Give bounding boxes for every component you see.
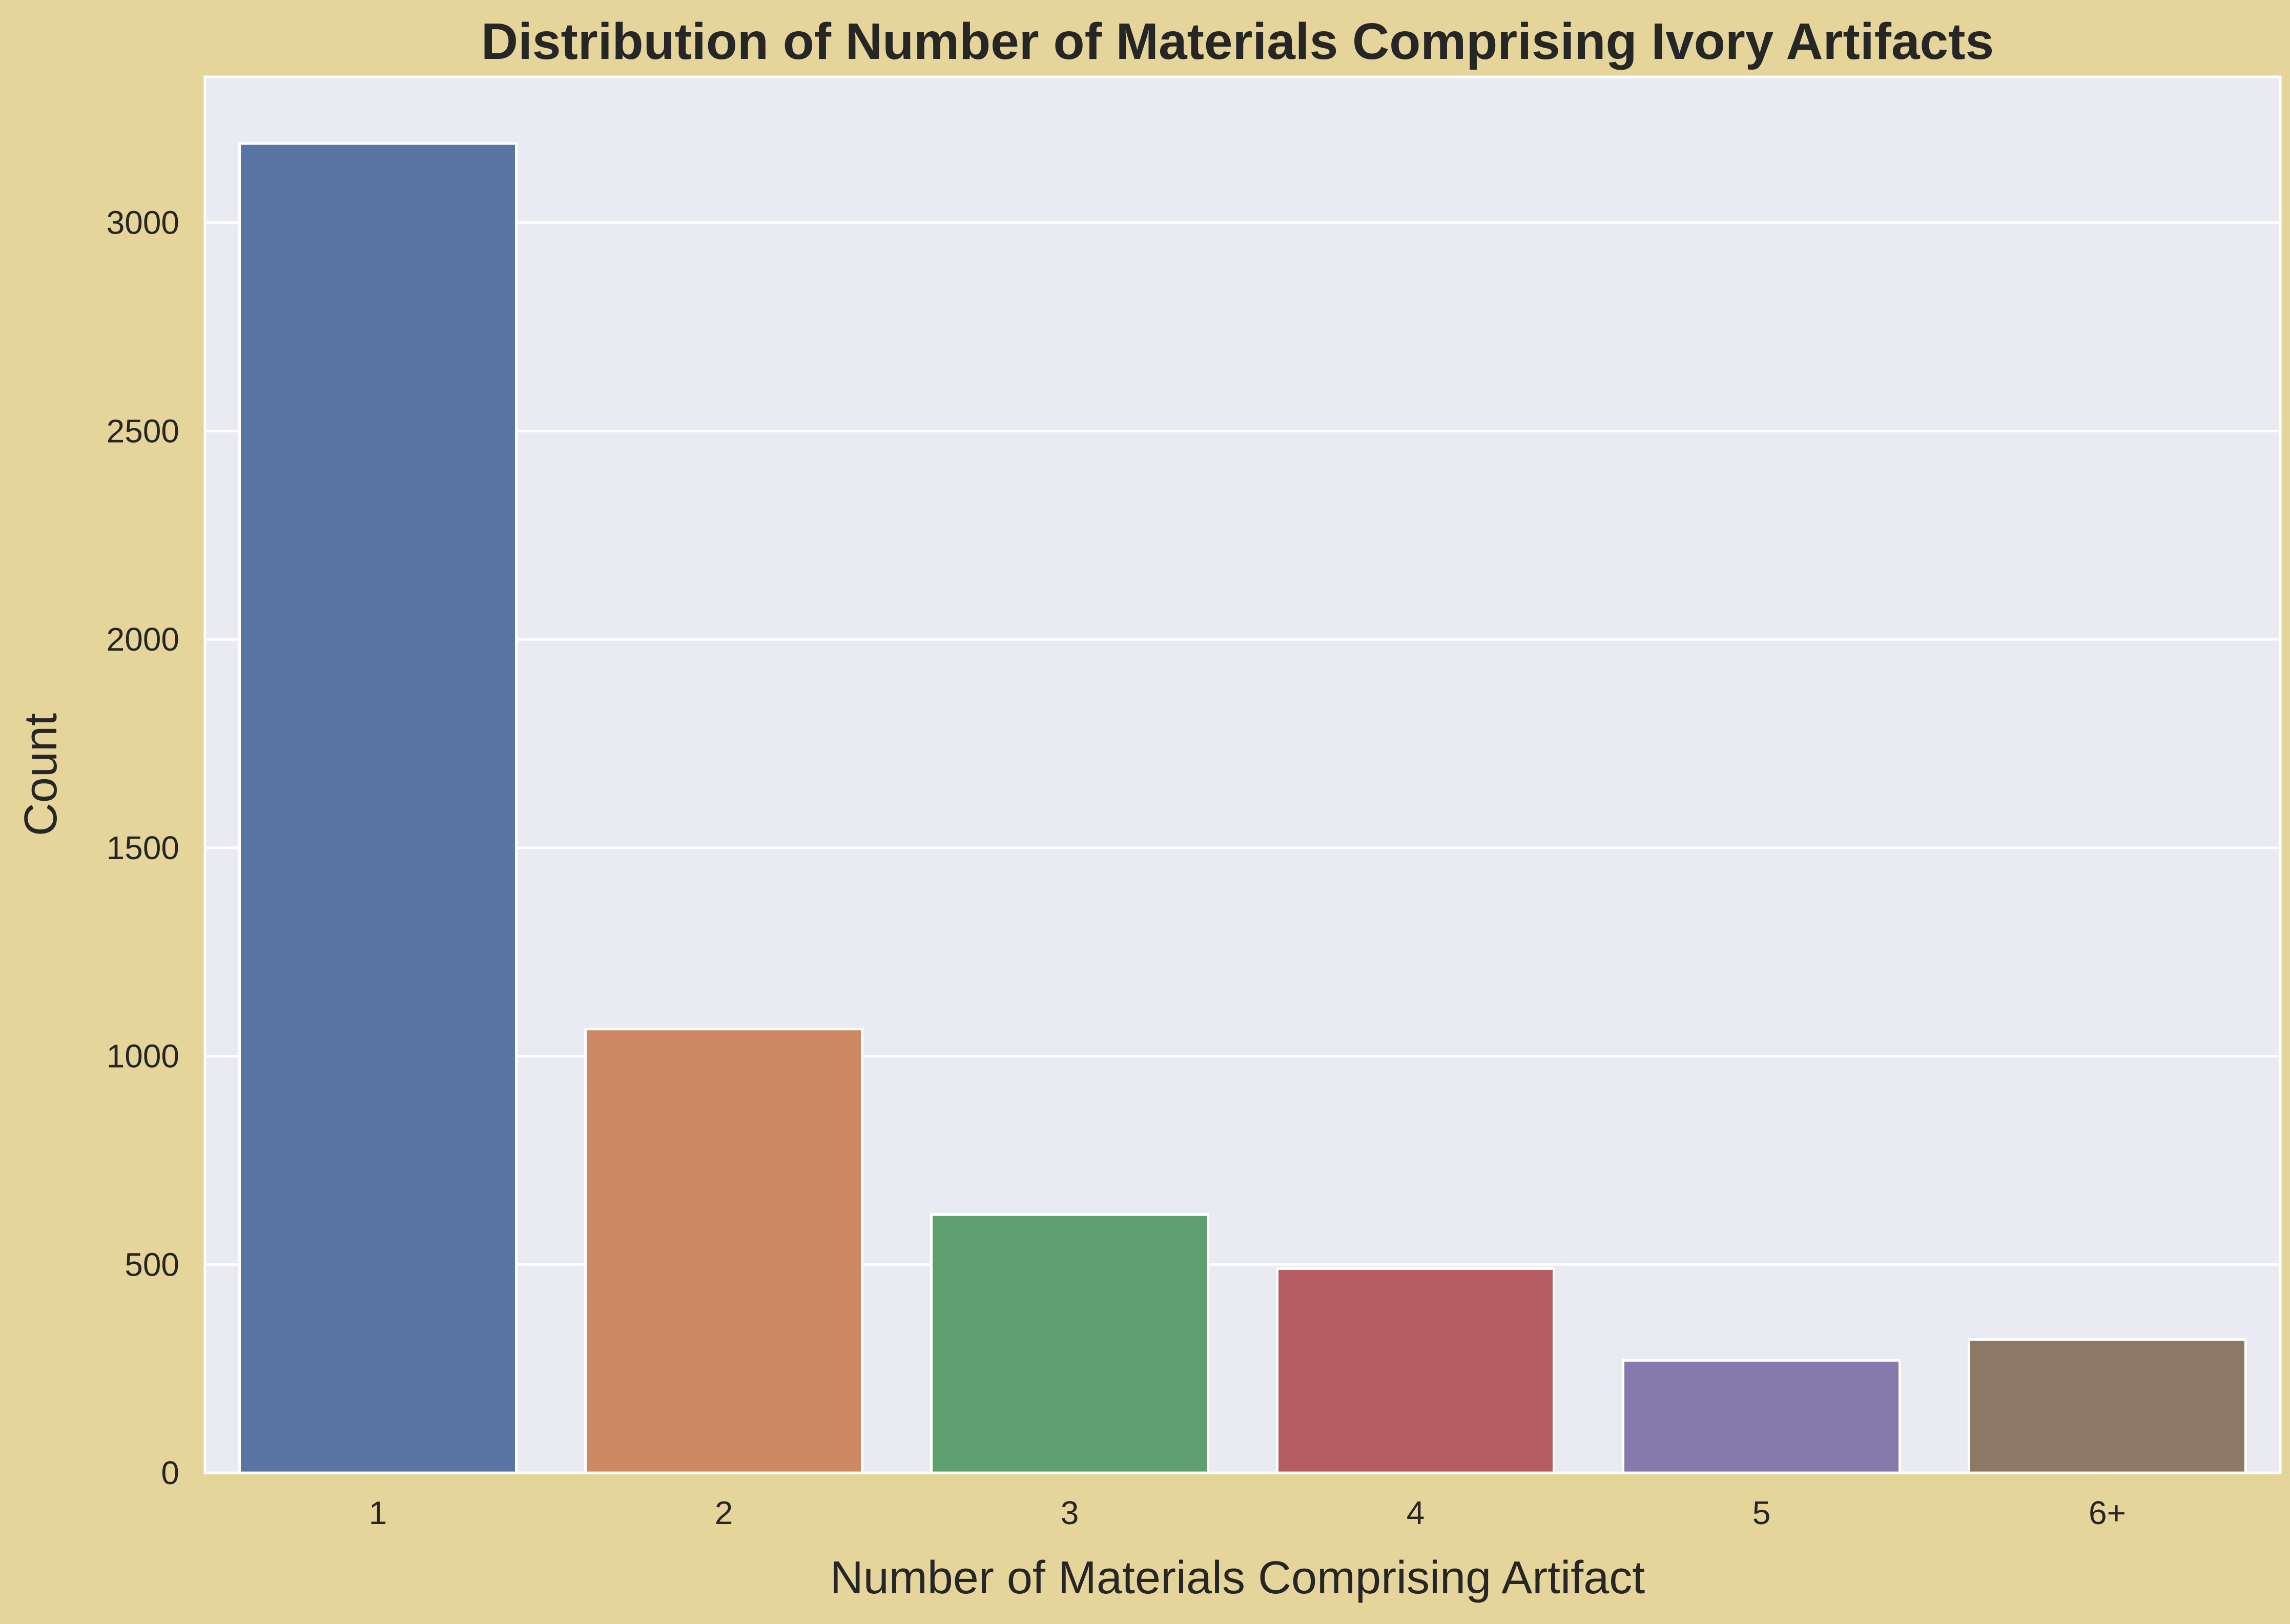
y-tick-label: 1000 [107, 1038, 179, 1075]
x-tick-label: 2 [715, 1494, 733, 1531]
bar-1 [238, 142, 518, 1474]
chart-title: Distribution of Number of Materials Comp… [481, 13, 1994, 70]
y-tick-label: 2500 [107, 412, 179, 449]
y-tick-label: 1500 [107, 829, 179, 866]
y-tick-label: 500 [125, 1246, 179, 1283]
bar-5 [1622, 1359, 1901, 1474]
bar-2 [584, 1028, 863, 1474]
y-tick-label: 3000 [107, 204, 179, 241]
x-axis-ticks: 1 2 3 4 5 6+ [369, 1494, 2126, 1531]
x-tick-label: 1 [369, 1494, 387, 1531]
x-tick-label: 3 [1061, 1494, 1079, 1531]
x-tick-label: 4 [1407, 1494, 1425, 1531]
bar-3 [930, 1213, 1209, 1474]
gridlines [205, 221, 2280, 1474]
y-tick-label: 2000 [107, 621, 179, 658]
bar-4 [1276, 1267, 1555, 1474]
plot-area [203, 75, 2282, 1474]
x-tick-label: 6+ [2089, 1494, 2126, 1531]
y-tick-label: 0 [161, 1454, 179, 1491]
bars [238, 142, 2247, 1474]
y-axis-label: Count [15, 713, 67, 836]
bar-6-plus [1968, 1338, 2247, 1474]
x-axis-label: Number of Materials Comprising Artifact [830, 1552, 1645, 1604]
y-axis-ticks: 0 500 1000 1500 2000 2500 3000 [107, 204, 179, 1491]
x-tick-label: 5 [1752, 1494, 1771, 1531]
